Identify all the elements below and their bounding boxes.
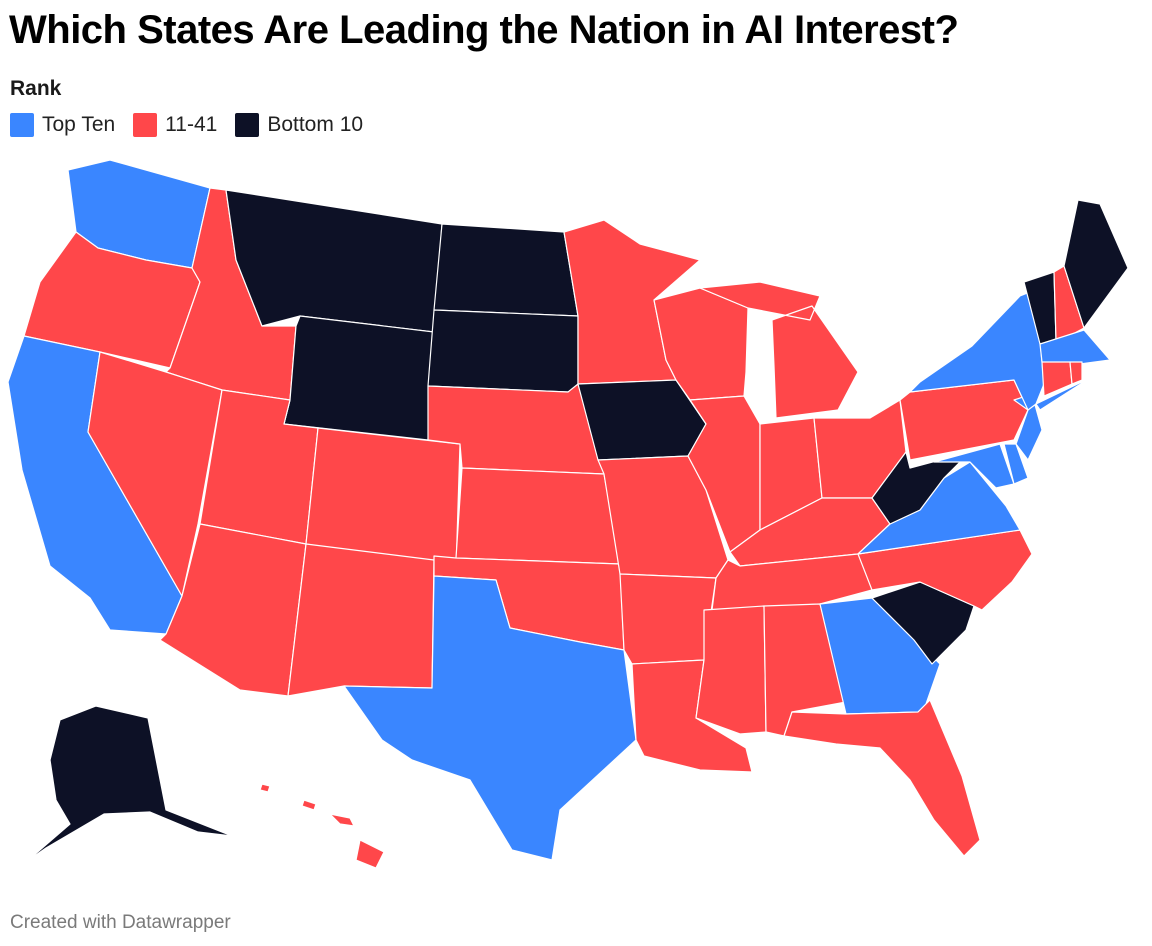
state-AK[interactable] [25,705,233,863]
legend-item-bottom: Bottom 10 [235,113,363,137]
state-ME[interactable] [1063,199,1129,329]
us-map [7,159,1129,869]
state-NC[interactable] [857,529,1033,611]
legend-label-top: Top Ten [42,113,116,136]
state-MS[interactable] [695,605,767,735]
legend-swatch-top [10,113,34,137]
state-RI[interactable] [1069,361,1083,385]
state-SD[interactable] [427,309,579,393]
state-ND[interactable] [433,223,579,317]
state-MT[interactable] [225,189,443,333]
chart-title: Which States Are Leading the Nation in A… [9,8,959,52]
state-MD[interactable] [933,443,1015,489]
legend-title: Rank [10,77,62,100]
legend: Top Ten 11-41 Bottom 10 [10,113,381,137]
state-HI[interactable] [259,783,385,869]
state-WY[interactable] [283,315,435,441]
state-NM[interactable] [287,543,435,697]
state-KS[interactable] [455,467,621,565]
legend-item-mid: 11-41 [133,113,217,137]
state-NV[interactable] [87,351,223,597]
footer-credit: Created with Datawrapper [10,912,231,933]
legend-label-bottom: Bottom 10 [267,113,364,136]
state-FL[interactable] [783,699,981,857]
legend-swatch-bottom [235,113,260,137]
state-DE[interactable] [1003,443,1029,485]
state-MA[interactable] [1039,329,1111,365]
state-MI[interactable] [699,281,859,419]
legend-label-mid: 11-41 [165,113,218,136]
state-TX[interactable] [343,575,637,861]
legend-swatch-mid [133,113,158,137]
state-AR[interactable] [619,573,717,665]
legend-item-top: Top Ten [10,113,115,137]
